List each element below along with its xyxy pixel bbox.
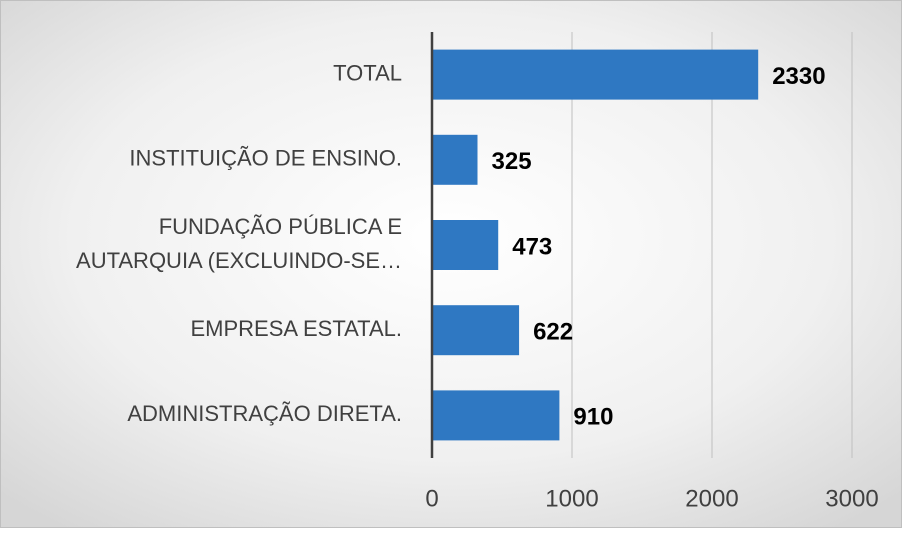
x-tick-label: 1000 bbox=[545, 485, 598, 512]
y-tick-label: ADMINISTRAÇÃO DIRETA. bbox=[127, 401, 402, 426]
value-label: 473 bbox=[512, 233, 552, 260]
bar bbox=[432, 134, 478, 185]
bar bbox=[432, 305, 520, 356]
y-tick-label: FUNDAÇÃO PÚBLICA E AUTARQUIA (EXCLUINDO-S… bbox=[76, 214, 402, 273]
bar bbox=[432, 220, 499, 270]
bar bbox=[432, 49, 759, 100]
x-tick-label: 2000 bbox=[685, 485, 738, 512]
value-label: 325 bbox=[492, 148, 532, 175]
y-tick-label: TOTAL bbox=[333, 60, 402, 85]
bar bbox=[432, 390, 560, 441]
label-line: FUNDAÇÃO PÚBLICA E bbox=[159, 214, 402, 239]
value-label: 910 bbox=[573, 404, 613, 431]
value-label: 622 bbox=[533, 319, 573, 346]
value-label: 2330 bbox=[772, 63, 825, 90]
x-tick-label: 3000 bbox=[825, 485, 878, 512]
label-line: AUTARQUIA (EXCLUINDO-SE… bbox=[76, 248, 402, 273]
y-tick-label: INSTITUIÇÃO DE ENSINO. bbox=[129, 146, 402, 171]
y-tick-label: EMPRESA ESTATAL. bbox=[190, 316, 402, 341]
x-tick-label: 0 bbox=[425, 485, 438, 512]
